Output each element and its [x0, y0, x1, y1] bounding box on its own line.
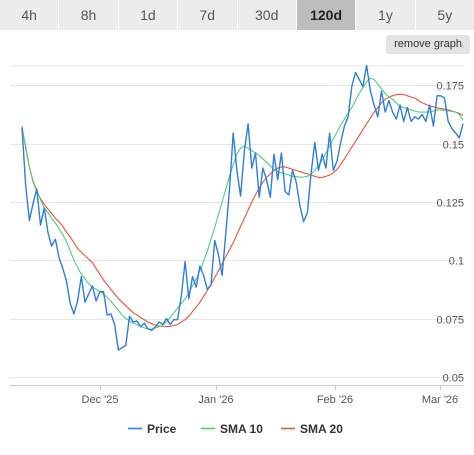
tab-8h[interactable]: 8h	[59, 0, 119, 30]
chart-legend: Price SMA 10 SMA 20	[128, 422, 343, 436]
legend-label: Price	[147, 422, 177, 436]
chart-grid	[10, 65, 464, 386]
y-tick-label: 0.1	[449, 256, 464, 268]
tab-7d[interactable]: 7d	[178, 0, 238, 30]
x-tick-label: Jan '26	[198, 394, 233, 406]
y-tick-label: 0.15	[443, 140, 464, 152]
price-line	[21, 64, 464, 351]
tab-1y[interactable]: 1y	[356, 0, 416, 30]
legend-sma10[interactable]: SMA 10	[201, 422, 263, 436]
y-tick-label: 0.05	[443, 373, 464, 385]
legend-sma20[interactable]: SMA 20	[281, 422, 343, 436]
tab-4h[interactable]: 4h	[0, 0, 60, 30]
legend-label: SMA 10	[220, 422, 263, 436]
chart-series	[21, 64, 464, 351]
legend-price[interactable]: Price	[128, 422, 177, 436]
remove-graph-button[interactable]: remove graph	[386, 35, 470, 54]
y-tick-label: 0.175	[436, 81, 464, 93]
legend-label: SMA 20	[300, 422, 343, 436]
tab-5y[interactable]: 5y	[415, 0, 474, 30]
y-tick-label: 0.125	[436, 198, 464, 210]
tab-1d[interactable]: 1d	[118, 0, 179, 30]
price-chart: 0.05 0.075 0.1 0.125 0.15 0.175 Dec '25 Jan '2…	[10, 64, 464, 436]
sma20-line	[21, 93, 464, 328]
tab-120d[interactable]: 120d	[296, 0, 357, 30]
sma10-line	[21, 77, 464, 330]
x-tick-label: Feb '26	[317, 394, 353, 406]
x-axis: Dec '25 Jan '26 Feb '26 Mar '26	[82, 385, 458, 406]
timeframe-tabs: 4h 8h 1d 7d 30d 120d 1y 5y	[0, 0, 474, 30]
y-axis: 0.05 0.075 0.1 0.125 0.15 0.175	[436, 81, 464, 385]
y-tick-label: 0.075	[436, 315, 464, 327]
x-tick-label: Dec '25	[82, 394, 119, 406]
x-tick-label: Mar '26	[422, 394, 458, 406]
tab-30d[interactable]: 30d	[237, 0, 297, 30]
